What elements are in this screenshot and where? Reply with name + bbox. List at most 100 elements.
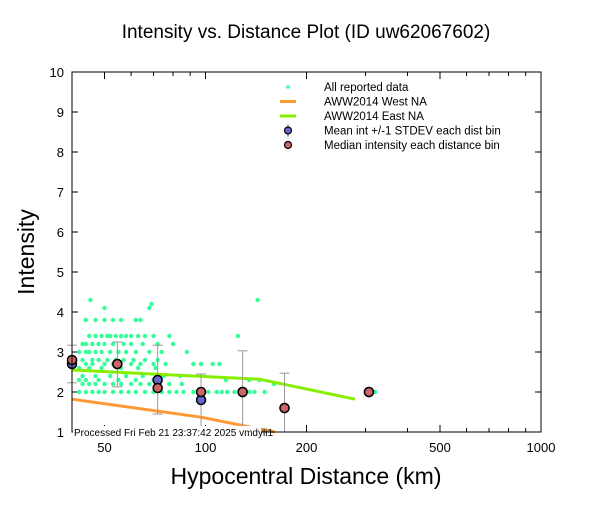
data-point	[151, 333, 156, 339]
data-point	[102, 305, 107, 311]
data-point	[110, 317, 116, 323]
east-na-curve	[71, 368, 356, 401]
data-point	[138, 361, 143, 367]
data-point	[149, 301, 154, 307]
data-point	[108, 373, 113, 379]
data-point	[108, 333, 113, 339]
y-tick-label: 9	[57, 105, 64, 120]
data-point	[140, 341, 145, 347]
data-point	[133, 349, 139, 355]
data-point	[138, 317, 143, 323]
data-point	[102, 389, 107, 395]
data-point	[80, 341, 85, 347]
data-point	[167, 381, 172, 387]
data-point	[118, 333, 124, 339]
data-point	[90, 341, 95, 347]
median-marker	[112, 358, 123, 370]
data-point	[235, 333, 241, 339]
legend-marker-icon	[283, 126, 293, 135]
data-point	[147, 305, 152, 311]
data-point	[247, 389, 252, 395]
data-point	[118, 389, 124, 395]
data-point	[138, 381, 143, 387]
data-point	[191, 389, 196, 395]
data-point	[76, 377, 82, 383]
x-tick-label: 50	[97, 440, 111, 455]
plot-frame	[71, 71, 542, 433]
data-point	[174, 389, 179, 395]
data-point	[206, 389, 211, 395]
data-point	[128, 333, 134, 339]
data-point	[83, 341, 89, 347]
data-point	[219, 389, 225, 395]
data-point	[133, 377, 139, 383]
y-tick-label: 4	[57, 305, 64, 320]
data-point	[80, 373, 85, 379]
data-point	[83, 389, 89, 395]
data-point	[123, 333, 129, 339]
data-point	[147, 381, 152, 387]
data-point	[118, 317, 124, 323]
data-point	[83, 317, 89, 323]
x-tick-label: 100	[195, 440, 217, 455]
data-point	[110, 389, 116, 395]
data-point	[131, 357, 136, 363]
data-point	[86, 333, 92, 339]
legend-dot-icon	[286, 85, 290, 89]
data-point	[99, 333, 104, 339]
data-point	[142, 357, 148, 363]
legend-label: All reported data	[324, 82, 409, 94]
x-tick-label: 200	[296, 440, 318, 455]
data-point	[128, 341, 134, 347]
legend-label: AWW2014 West NA	[324, 97, 427, 109]
data-point	[133, 317, 139, 323]
data-point	[93, 381, 98, 387]
data-point	[252, 389, 257, 395]
data-point	[214, 389, 219, 395]
data-point	[153, 365, 158, 371]
data-point	[93, 349, 98, 355]
data-point	[102, 341, 107, 347]
data-point	[255, 297, 260, 303]
y-axis-label: Intensity	[13, 209, 39, 295]
data-point	[159, 349, 164, 355]
y-tick-label: 5	[57, 265, 64, 280]
data-point	[170, 341, 176, 347]
data-point	[93, 317, 98, 323]
data-point	[179, 381, 185, 387]
data-point	[142, 333, 148, 339]
data-point	[118, 381, 124, 387]
data-point	[167, 333, 172, 339]
median-marker	[195, 386, 207, 398]
legend-label: Median intensity each distance bin	[324, 140, 500, 152]
data-point	[184, 349, 190, 355]
data-point	[96, 389, 101, 395]
data-point	[167, 389, 172, 395]
data-point	[96, 377, 101, 383]
data-point	[191, 361, 196, 367]
data-point	[142, 389, 148, 395]
data-point	[80, 381, 85, 387]
data-point	[128, 381, 134, 387]
data-point	[83, 377, 89, 383]
data-point	[90, 361, 95, 367]
data-point	[210, 361, 215, 367]
data-point	[121, 357, 126, 363]
data-point	[76, 389, 82, 395]
data-point	[113, 333, 118, 339]
data-point	[110, 341, 116, 347]
data-point	[135, 365, 141, 371]
data-point	[102, 361, 107, 367]
data-point	[105, 357, 110, 363]
data-point	[217, 361, 222, 367]
data-point	[198, 361, 204, 367]
chart-title: Intensity vs. Distance Plot (ID uw620676…	[122, 22, 491, 43]
data-point	[123, 349, 129, 355]
y-tick-label: 3	[57, 345, 64, 360]
data-point	[181, 389, 186, 395]
processed-footer: Processed Fri Feb 21 23:37:42 2025 vmdyl…	[74, 428, 273, 439]
data-point	[96, 357, 101, 363]
legend-marker-icon	[283, 140, 293, 150]
median-marker	[363, 386, 375, 398]
